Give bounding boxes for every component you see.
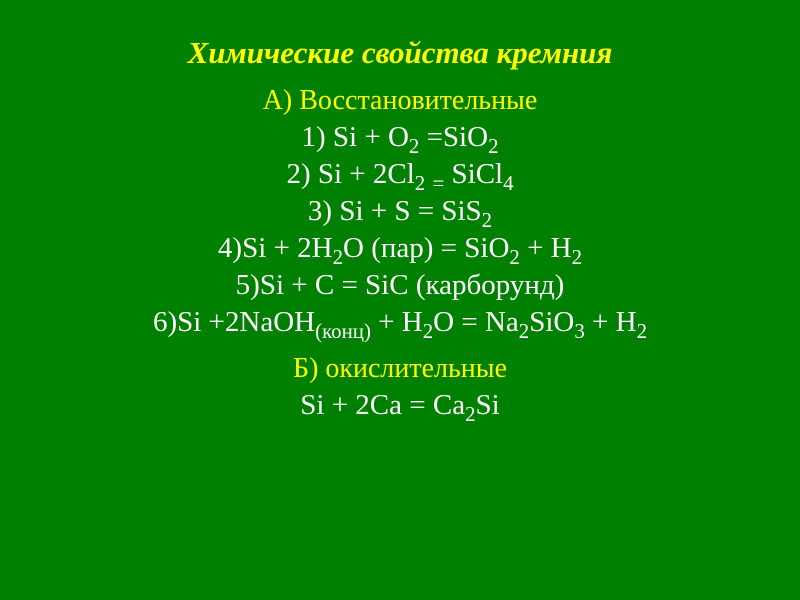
equation-2: 2) Si + 2Cl2 = SiCl4 xyxy=(30,158,770,191)
slide-title: Химические свойства кремния xyxy=(30,35,770,71)
equation-5: 5)Si + C = SiC (карборунд) xyxy=(30,269,770,302)
equation-1: 1) Si + O2 =SiO2 xyxy=(30,121,770,154)
slide-content: Химические свойства кремния А) Восстанов… xyxy=(0,0,800,422)
equation-b1: Si + 2Ca = Ca2Si xyxy=(30,389,770,422)
equation-4: 4)Si + 2H2O (пар) = SiO2 + H2 xyxy=(30,232,770,265)
equation-6: 6)Si +2NaOH(конц) + H2O = Na2SiO3 + H2 xyxy=(30,306,770,339)
equation-3: 3) Si + S = SiS2 xyxy=(30,195,770,228)
section-a-header: А) Восстановительные xyxy=(30,85,770,117)
section-b-header: Б) окислительные xyxy=(30,353,770,385)
